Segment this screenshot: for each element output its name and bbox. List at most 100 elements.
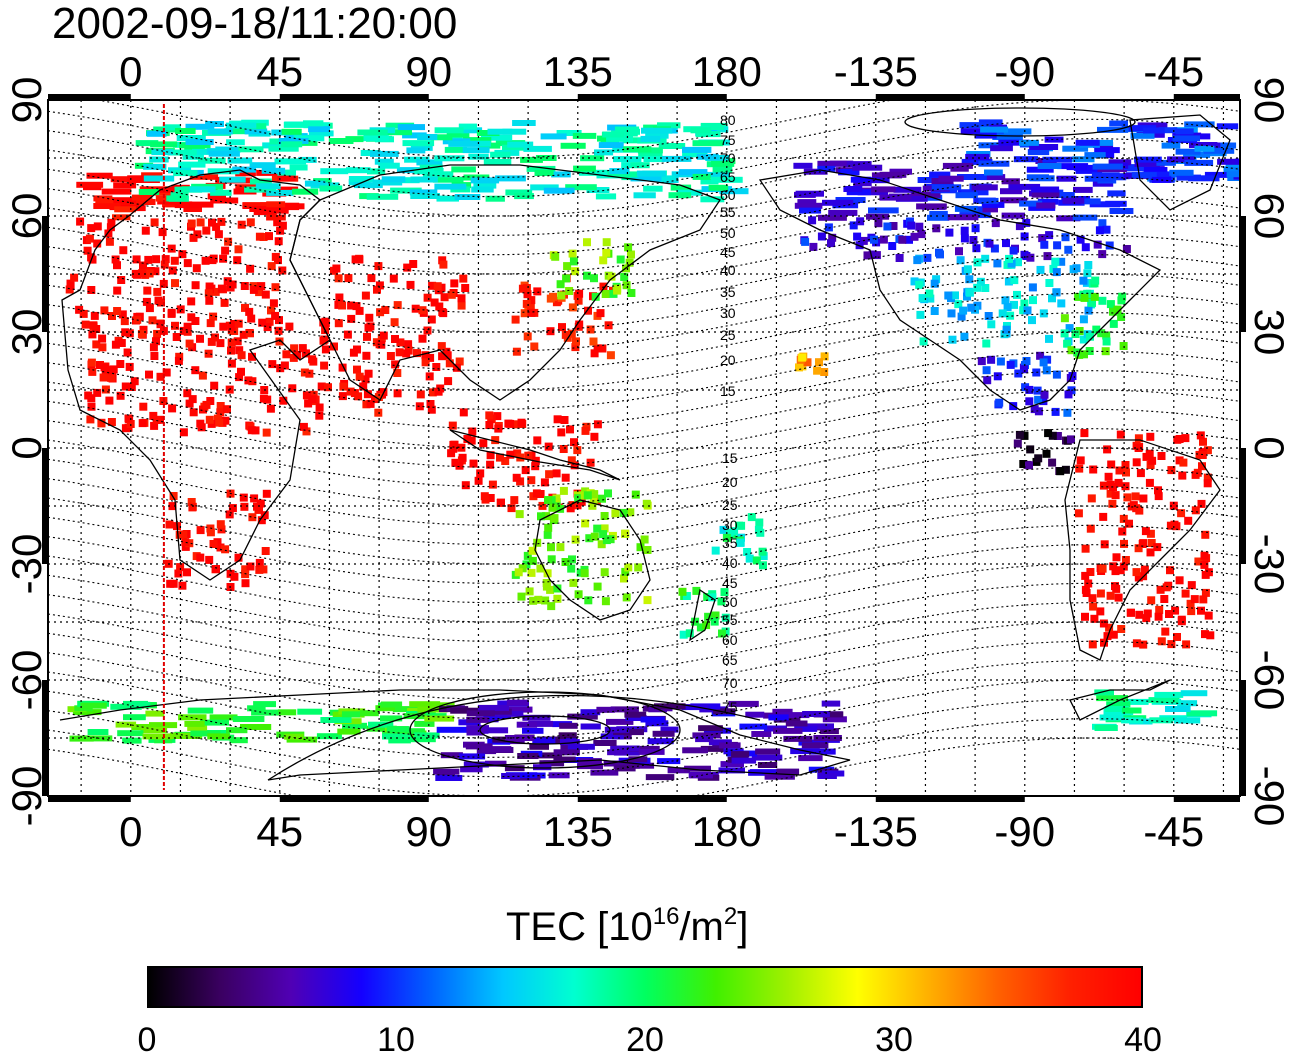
tec-cell bbox=[960, 234, 969, 243]
tec-cell bbox=[569, 257, 578, 266]
tec-cell bbox=[613, 156, 642, 163]
tec-cell bbox=[1079, 315, 1088, 324]
tec-cell bbox=[277, 175, 296, 182]
tec-cell bbox=[217, 217, 226, 226]
tec-cell bbox=[1100, 540, 1109, 549]
tec-cell bbox=[433, 768, 460, 775]
tec-cell bbox=[1037, 163, 1062, 169]
tec-cell bbox=[1148, 456, 1157, 465]
tec-cell bbox=[553, 594, 562, 603]
tec-cell bbox=[457, 301, 466, 310]
tec-cell bbox=[1160, 595, 1169, 603]
y-right-tick-label: 30 bbox=[1246, 309, 1292, 356]
x-top-tick-label: -90 bbox=[994, 48, 1055, 95]
tec-cell bbox=[205, 415, 214, 424]
tec-cell bbox=[1128, 125, 1157, 132]
tec-cell bbox=[1223, 166, 1240, 173]
tec-cell bbox=[506, 450, 515, 459]
tec-cell bbox=[627, 289, 636, 297]
tec-cell bbox=[199, 405, 207, 414]
tec-cell bbox=[493, 412, 502, 421]
tec-cell bbox=[113, 261, 121, 270]
tec-cell bbox=[704, 612, 713, 621]
tec-cell bbox=[1098, 564, 1107, 573]
tec-cell bbox=[977, 357, 986, 366]
tec-cell bbox=[1056, 467, 1065, 476]
tec-cell bbox=[1121, 707, 1142, 714]
tec-cell bbox=[76, 217, 85, 226]
tec-cell bbox=[1000, 197, 1028, 204]
tec-cell bbox=[229, 737, 248, 744]
tec-cell bbox=[397, 124, 425, 131]
tec-cell bbox=[550, 514, 559, 523]
x-bottom-tick-label: 0 bbox=[119, 808, 142, 855]
tec-cell bbox=[1187, 581, 1196, 590]
tec-cell bbox=[1146, 432, 1155, 441]
tec-cell bbox=[266, 214, 286, 221]
tec-cell bbox=[151, 149, 173, 156]
tec-cell bbox=[234, 319, 243, 328]
tec-cell bbox=[171, 321, 179, 330]
tec-cell bbox=[1203, 479, 1212, 488]
tec-cell bbox=[485, 411, 494, 420]
tec-cell bbox=[235, 373, 244, 382]
tec-cell bbox=[483, 158, 512, 165]
tec-cell bbox=[409, 189, 438, 196]
tec-cell bbox=[166, 579, 175, 588]
tec-cell bbox=[451, 458, 460, 467]
tec-cell bbox=[907, 221, 916, 230]
tec-cell bbox=[249, 206, 278, 212]
tec-cell bbox=[803, 723, 834, 730]
tec-cell bbox=[491, 436, 500, 445]
tec-cell bbox=[1096, 589, 1105, 598]
tec-cell bbox=[320, 717, 352, 723]
tec-cell bbox=[915, 280, 924, 289]
tec-cell bbox=[849, 221, 858, 230]
tec-cell bbox=[711, 546, 720, 555]
tec-cell bbox=[1147, 539, 1156, 547]
tec-cell bbox=[1030, 405, 1039, 414]
tec-cell bbox=[253, 701, 276, 708]
tec-cell bbox=[395, 348, 404, 357]
tec-cell bbox=[780, 712, 810, 719]
tec-cell bbox=[253, 502, 261, 511]
tec-cell bbox=[718, 629, 726, 638]
tec-cell bbox=[526, 165, 556, 172]
tec-cell bbox=[1123, 493, 1132, 502]
frame-bar-top bbox=[48, 94, 131, 100]
tec-cell bbox=[221, 246, 230, 255]
tec-cell bbox=[518, 284, 527, 293]
tec-cell bbox=[559, 445, 568, 453]
tec-cell bbox=[1242, 163, 1270, 169]
tec-cell bbox=[1036, 202, 1056, 209]
tec-cell bbox=[960, 332, 969, 341]
tec-cell bbox=[206, 528, 215, 537]
tec-cell bbox=[465, 743, 493, 750]
tec-cell bbox=[463, 435, 472, 443]
tec-cell bbox=[178, 161, 206, 168]
tec-cell bbox=[461, 127, 483, 134]
tec-cell bbox=[207, 733, 230, 740]
y-right-tick-label: -90 bbox=[1246, 766, 1292, 827]
tec-cell bbox=[1072, 214, 1098, 221]
tec-cell bbox=[175, 352, 184, 361]
maglat-label: 55 bbox=[720, 204, 736, 220]
tec-cell bbox=[470, 177, 500, 184]
maglat-contour bbox=[48, 331, 1240, 410]
tec-cell bbox=[547, 602, 556, 611]
tec-cell bbox=[423, 326, 432, 335]
tec-cell bbox=[1200, 560, 1209, 569]
tec-cell bbox=[293, 351, 302, 359]
tec-cell bbox=[361, 375, 370, 384]
tec-cell bbox=[562, 274, 571, 283]
maglat-label: 15 bbox=[720, 383, 736, 399]
coast-greenland bbox=[1129, 114, 1231, 211]
tec-cell bbox=[1079, 335, 1088, 344]
tec-cell bbox=[570, 438, 578, 447]
tec-cell bbox=[255, 288, 264, 297]
tec-cell bbox=[140, 727, 168, 733]
tec-cell bbox=[308, 130, 334, 137]
tec-cell bbox=[533, 764, 552, 771]
tec-cell bbox=[107, 218, 116, 227]
tec-cell bbox=[216, 520, 225, 529]
